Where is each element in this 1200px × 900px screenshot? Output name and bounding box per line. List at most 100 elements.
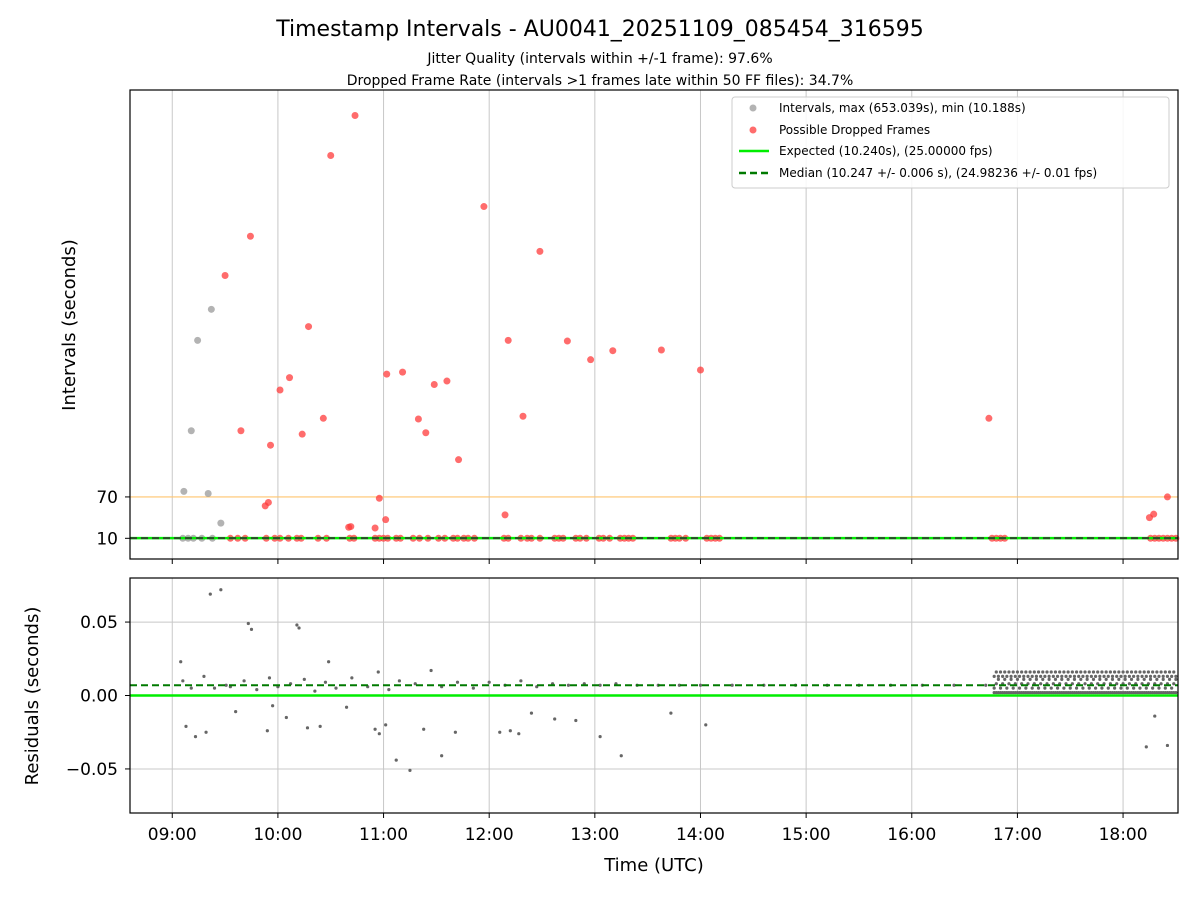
residual-point xyxy=(1165,674,1170,679)
residual-point xyxy=(1066,670,1070,674)
residual-point xyxy=(1036,686,1041,690)
residual-point xyxy=(1028,670,1032,674)
residual-point xyxy=(208,592,212,596)
dropped-frame-point xyxy=(480,203,488,211)
residual-point xyxy=(1119,674,1123,679)
residual-point xyxy=(1151,686,1155,690)
residual-point xyxy=(1079,677,1083,681)
legend-label-dropped: Possible Dropped Frames xyxy=(779,123,930,137)
residual-point xyxy=(1110,674,1115,679)
residual-point xyxy=(1098,674,1102,679)
dropped-frame-point xyxy=(430,381,438,389)
residual-point xyxy=(219,588,223,592)
residual-point xyxy=(1159,682,1163,686)
residual-point xyxy=(455,680,460,684)
dropped-frame-point xyxy=(399,368,407,376)
residual-point xyxy=(1049,670,1053,674)
residual-point xyxy=(297,626,301,630)
legend-marker-dropped xyxy=(749,126,757,134)
residual-point xyxy=(344,705,349,709)
residual-point xyxy=(305,726,310,730)
dropped-frame-point xyxy=(382,516,390,524)
residual-point xyxy=(1113,686,1117,690)
residual-point xyxy=(1072,677,1077,681)
residual-point xyxy=(1009,674,1013,679)
residual-point xyxy=(1100,686,1104,690)
dropped-frame-point xyxy=(536,247,544,255)
residual-point xyxy=(1015,670,1020,674)
residual-point xyxy=(1132,674,1136,679)
dropped-frame-point xyxy=(371,524,379,532)
dropped-frame-point xyxy=(286,374,294,382)
residual-point xyxy=(204,730,208,734)
residual-point xyxy=(1013,674,1017,679)
residual-point xyxy=(1036,670,1041,674)
residual-point xyxy=(1007,670,1011,674)
dropped-frame-point xyxy=(587,356,595,364)
dropped-frame-point xyxy=(327,152,335,160)
residual-point xyxy=(1060,677,1064,681)
bottom-y-tick-label: −0.05 xyxy=(66,760,118,780)
residual-point xyxy=(1045,670,1049,674)
residual-point xyxy=(1055,674,1060,679)
residual-point xyxy=(1121,670,1125,674)
residual-point xyxy=(1068,674,1072,679)
dropped-frame-point xyxy=(414,415,422,423)
residual-point xyxy=(998,686,1003,690)
residual-point xyxy=(519,679,523,683)
residual-point xyxy=(1039,682,1043,686)
residual-point xyxy=(1030,674,1034,679)
residual-point xyxy=(350,676,354,680)
residual-point xyxy=(1077,674,1081,679)
residual-point xyxy=(1066,677,1070,681)
bottom-y-tick-label: 0.00 xyxy=(80,687,118,707)
residual-point xyxy=(1142,677,1146,681)
residual-point xyxy=(1153,674,1157,679)
residual-point xyxy=(453,730,457,734)
residual-point xyxy=(1134,670,1138,674)
residual-point xyxy=(566,683,571,687)
legend: Intervals, max (653.039s), min (10.188s)… xyxy=(731,96,1170,189)
residual-point xyxy=(1007,682,1011,686)
dropped-frame-point xyxy=(519,412,527,420)
residual-point xyxy=(517,732,521,736)
interval-point xyxy=(207,305,215,313)
residual-point xyxy=(1096,670,1100,674)
residual-point xyxy=(1047,677,1051,681)
residual-point xyxy=(1100,670,1104,674)
residual-point xyxy=(471,686,475,690)
residual-point xyxy=(397,679,401,683)
residual-point xyxy=(189,686,193,690)
residual-point xyxy=(984,683,988,687)
dropped-frame-point xyxy=(375,494,383,502)
residual-point xyxy=(1174,677,1178,681)
interval-point xyxy=(194,336,202,344)
residual-point xyxy=(1132,686,1136,690)
residual-point xyxy=(1172,670,1176,674)
residual-point xyxy=(1034,677,1039,681)
residual-point xyxy=(440,754,444,758)
residual-point xyxy=(1123,677,1127,681)
residual-point xyxy=(1051,674,1055,679)
x-tick-label: 13:00 xyxy=(570,825,619,845)
residual-point xyxy=(384,723,388,727)
residual-point xyxy=(1083,670,1087,674)
bottom-x-ticks: 09:00 10:00 11:00 12:00 13:00 14:00 15:00 16:00… xyxy=(148,813,1148,845)
residual-point xyxy=(1106,674,1110,679)
residual-point xyxy=(1163,686,1167,690)
residual-point xyxy=(255,688,259,692)
residual-point xyxy=(1055,686,1060,690)
top-y-tick-label: 70 xyxy=(96,488,118,508)
residual-point xyxy=(1089,674,1093,679)
residual-point xyxy=(1060,674,1064,679)
residual-point xyxy=(669,711,673,715)
residual-point xyxy=(487,680,491,684)
residual-point xyxy=(246,621,250,626)
interval-point xyxy=(204,489,212,497)
dropped-frame-point xyxy=(351,112,359,120)
residual-point xyxy=(1068,686,1072,690)
residual-point xyxy=(1041,670,1045,674)
residual-point xyxy=(1026,674,1030,679)
top-panel: 10 70 Intervals (seconds) Intervals, max … xyxy=(59,89,1180,564)
residual-point xyxy=(267,676,272,680)
